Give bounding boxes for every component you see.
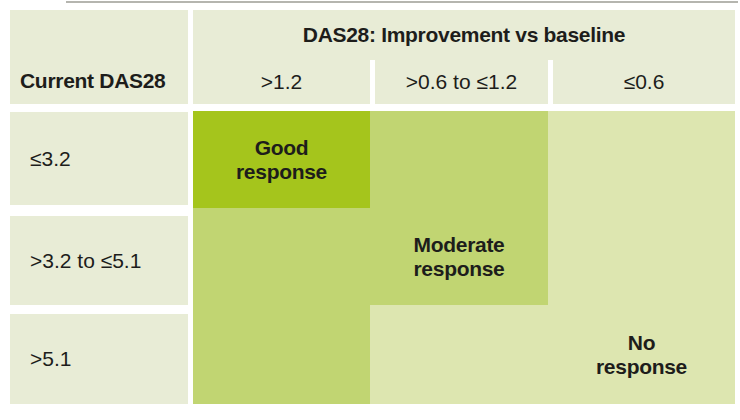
matrix-cell-r2c3-no-response — [548, 208, 735, 305]
matrix-cell-r1c2-moderate — [370, 111, 548, 208]
current-das28-axis-label: Current DAS28 — [20, 69, 165, 93]
col-header-gt1-2: >1.2 — [193, 60, 370, 104]
matrix-cell-r1c3-no-response — [548, 111, 735, 208]
response-matrix: Goodresponse Moderateresponse Noresponse — [193, 111, 735, 404]
matrix-cell-r3c1-moderate — [193, 305, 370, 404]
matrix-cell-r2c1-moderate — [193, 208, 370, 305]
no-response-label: Noresponse — [596, 331, 687, 378]
matrix-cell-r2c2-moderate: Moderateresponse — [370, 208, 548, 305]
matrix-cell-r3c3-no-response: Noresponse — [548, 305, 735, 404]
row-label-le3-2: ≤3.2 — [10, 112, 188, 205]
moderate-label: Moderateresponse — [414, 233, 505, 280]
good-label: Goodresponse — [236, 136, 327, 183]
col-header-le0-6: ≤0.6 — [553, 60, 735, 104]
improvement-header-block: DAS28: Improvement vs baseline >1.2 >0.6… — [193, 10, 735, 104]
eular-das28-response-figure: Current DAS28 DAS28: Improvement vs base… — [0, 0, 740, 420]
improvement-column-headers: >1.2 >0.6 to ≤1.2 ≤0.6 — [193, 60, 735, 104]
das28-response-table: Current DAS28 DAS28: Improvement vs base… — [10, 10, 735, 404]
current-das28-axis-header: Current DAS28 — [10, 10, 188, 104]
row-label-gt3-2-to-le5-1: >3.2 to ≤5.1 — [10, 216, 188, 305]
scan-artifact-line — [66, 1, 738, 3]
row-label-gt5-1: >5.1 — [10, 314, 188, 404]
matrix-cell-r1c1-good: Goodresponse — [193, 111, 370, 208]
improvement-axis-title: DAS28: Improvement vs baseline — [193, 10, 735, 60]
matrix-cell-r3c2-no-response — [370, 305, 548, 404]
col-header-gt0-6-to-le1-2: >0.6 to ≤1.2 — [375, 60, 548, 104]
